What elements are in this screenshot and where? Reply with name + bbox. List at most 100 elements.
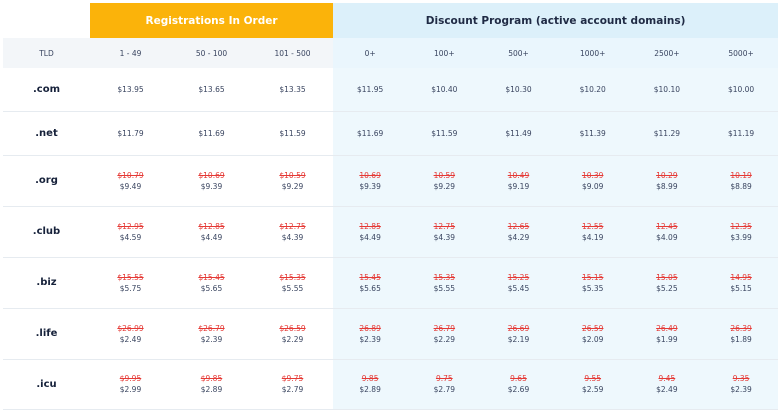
discounted-price: $2.39: [359, 334, 381, 344]
price: $11.39: [579, 128, 606, 138]
column-header-row: TLD 1 - 49 50 - 100 101 - 500 0+ 100+ 50…: [3, 38, 779, 68]
original-price: 12.85: [359, 221, 381, 231]
discounted-price: $2.39: [200, 334, 223, 344]
discounted-price: $4.49: [200, 232, 223, 242]
discounted-price: $5.65: [200, 283, 223, 293]
original-price: 15.05: [656, 272, 678, 282]
price-cell: $11.39: [555, 111, 630, 155]
original-price: $12.85: [198, 221, 225, 231]
original-price: $15.45: [198, 272, 225, 282]
discounted-price: $5.45: [507, 283, 530, 293]
discounted-price: $9.19: [507, 181, 530, 191]
discounted-price: $2.49: [119, 334, 142, 344]
price: $10.10: [653, 84, 680, 94]
tld-name: .icu: [3, 359, 90, 409]
tld-pricing-table: Registrations In Order Discount Program …: [3, 3, 779, 410]
discounted-price: $9.29: [433, 181, 456, 191]
price-cell: $10.40: [407, 68, 482, 111]
price-cell: $13.35: [252, 68, 333, 111]
original-price: $9.85: [200, 374, 223, 383]
price-cell: $10.79 $9.49: [90, 155, 171, 206]
price: $10.00: [727, 84, 755, 94]
discounted-price: $4.09: [656, 232, 678, 242]
price-cell: $13.65: [171, 68, 252, 111]
registration-tier-header: 50 - 100: [171, 38, 252, 68]
price-cell: $10.69 $9.39: [171, 155, 252, 206]
discounted-price: $2.29: [281, 334, 304, 344]
discounted-price: $5.55: [281, 283, 304, 293]
discounted-price: $3.99: [730, 232, 752, 242]
price-cell: $9.95 $2.99: [90, 359, 171, 409]
price-cell: $26.59 $2.29: [252, 308, 333, 359]
price-cell: 9.45 $2.49: [629, 359, 704, 409]
price-cell: $11.59: [407, 111, 482, 155]
original-price: 15.25: [507, 272, 530, 282]
price-cell: 15.15 $5.35: [555, 257, 630, 308]
price-cell: 9.35 $2.39: [703, 359, 779, 409]
original-price: 14.95: [730, 272, 752, 282]
price-cell: $9.85 $2.89: [171, 359, 252, 409]
price: $13.65: [198, 84, 225, 94]
original-price: 9.75: [435, 374, 453, 383]
original-price: 15.35: [433, 272, 456, 282]
discounted-price: $5.35: [581, 283, 604, 293]
discounted-price: $4.39: [433, 232, 456, 242]
price-cell: $11.95: [333, 68, 408, 111]
price: $11.69: [357, 128, 384, 138]
original-price: 12.45: [656, 221, 678, 231]
original-price: 10.49: [507, 170, 530, 180]
discount-tier-header: 500+: [481, 38, 556, 68]
table-row: .club $12.95 $4.59 $12.85 $4.49 $12.75 $4.39 12…: [3, 206, 779, 257]
price-cell: $11.69: [333, 111, 408, 155]
tld-name: .club: [3, 206, 90, 257]
tld-name: .com: [3, 68, 90, 111]
price-cell: 15.05 $5.25: [629, 257, 704, 308]
price: $11.59: [279, 128, 306, 138]
registration-tier-header: 1 - 49: [90, 38, 171, 68]
original-price: $15.35: [279, 272, 306, 282]
price: $10.20: [579, 84, 606, 94]
price: $13.95: [117, 84, 144, 94]
price: $11.19: [727, 128, 755, 138]
price-cell: $11.69: [171, 111, 252, 155]
original-price: 12.65: [507, 221, 530, 231]
discounted-price: $5.65: [359, 283, 381, 293]
discounted-price: $1.99: [656, 334, 678, 344]
price-cell: 26.39 $1.89: [703, 308, 779, 359]
price-cell: $11.59: [252, 111, 333, 155]
discounted-price: $2.09: [581, 334, 604, 344]
price-cell: 26.69 $2.19: [481, 308, 556, 359]
price-cell: 9.55 $2.59: [555, 359, 630, 409]
table-row: .org $10.79 $9.49 $10.69 $9.39 $10.59 $9.29 10.…: [3, 155, 779, 206]
price-cell: 10.29 $8.99: [629, 155, 704, 206]
price-cell: $10.00: [703, 68, 779, 111]
registration-tier-header: 101 - 500: [252, 38, 334, 68]
price-cell: 9.65 $2.69: [481, 359, 556, 409]
discounted-price: $2.29: [433, 334, 456, 344]
price-cell: 15.25 $5.45: [481, 257, 556, 308]
original-price: 10.59: [433, 170, 456, 180]
original-price: $9.95: [119, 374, 142, 383]
price-cell: 10.69 $9.39: [333, 155, 408, 206]
price: $11.59: [431, 128, 458, 138]
original-price: 10.69: [359, 170, 381, 180]
group-header-row: Registrations In Order Discount Program …: [3, 3, 779, 38]
price-cell: 12.45 $4.09: [629, 206, 704, 257]
original-price: 15.15: [581, 272, 604, 282]
original-price: $12.75: [279, 221, 306, 231]
table-row: .life $26.99 $2.49 $26.79 $2.39 $26.59 $2.29 26…: [3, 308, 779, 359]
original-price: $10.59: [279, 170, 306, 180]
original-price: 10.19: [730, 170, 752, 180]
price-cell: $11.79: [90, 111, 171, 155]
price: $11.69: [198, 128, 225, 138]
discounted-price: $9.39: [359, 181, 381, 191]
original-price: 26.59: [581, 323, 604, 333]
original-price: 26.79: [433, 323, 456, 333]
price-cell: 26.79 $2.29: [407, 308, 482, 359]
price: $11.49: [505, 128, 532, 138]
price-cell: $11.29: [629, 111, 704, 155]
price: $11.29: [653, 128, 680, 138]
original-price: $9.75: [281, 374, 304, 383]
price-cell: 15.45 $5.65: [333, 257, 408, 308]
discount-program-header: Discount Program (active account domains…: [333, 3, 779, 38]
